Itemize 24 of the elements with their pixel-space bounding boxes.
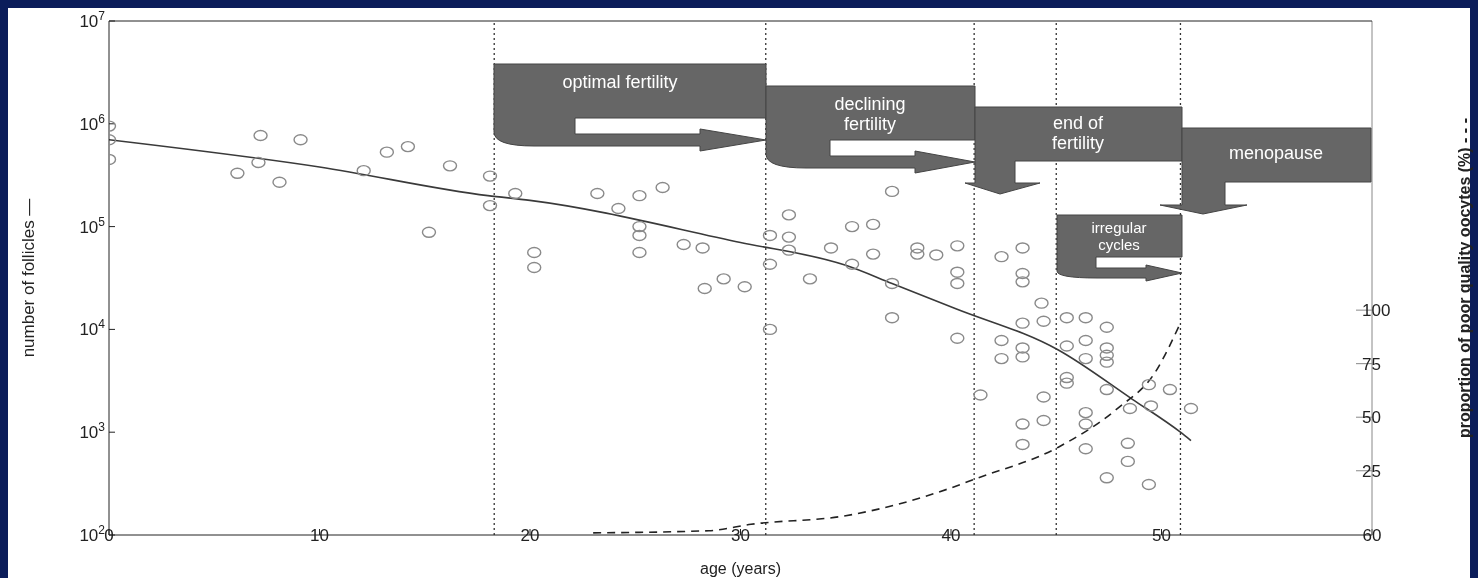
y2-tick-label: 50: [1362, 408, 1381, 428]
annotation: end of fertility: [1051, 113, 1105, 153]
annotation: menopause: [1227, 143, 1325, 163]
y2-axis-title: proportion of poor quality oocytes (%) - - -: [1455, 118, 1473, 438]
x-tick-label: 50: [1152, 526, 1171, 545]
y-tick-label: 10$^{2}$: [79, 523, 106, 545]
y2-tick-label: 75: [1362, 354, 1381, 374]
y-axis-title: number of follicles —: [19, 198, 39, 358]
x-tick-label: 10: [310, 526, 329, 545]
annotation: optimal fertility: [561, 72, 679, 92]
x-tick-label: 60: [1362, 526, 1382, 545]
y2-tick-label: 25: [1362, 461, 1381, 481]
y-tick-label: 10$^{7}$: [79, 9, 106, 31]
y-tick-label: 10$^{6}$: [79, 111, 106, 134]
annotation: irregular cycles: [1090, 219, 1148, 253]
y-tick-label: 10$^{3}$: [79, 420, 106, 443]
x-tick-label: 20: [520, 526, 540, 545]
x-tick-label: 30: [731, 526, 750, 545]
y2-tick-label: 100: [1362, 301, 1391, 321]
y-tick-label: 10$^{5}$: [79, 214, 106, 237]
x-axis-title: age (years): [700, 560, 781, 577]
x-tick-label: 40: [941, 526, 961, 545]
y-tick-label: 10$^{4}$: [79, 317, 106, 340]
annotation: declining fertility: [833, 94, 907, 134]
